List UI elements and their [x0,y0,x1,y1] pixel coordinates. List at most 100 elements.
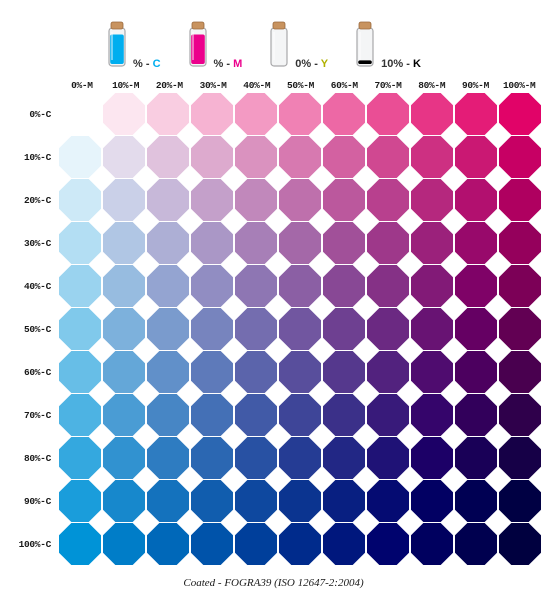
color-swatch [59,93,101,135]
bottle-label-magenta: % - M [214,58,243,70]
color-swatch [323,265,365,307]
col-header: 10%-M [104,80,148,91]
ink-bottle-legend: % - C% - M0% - Y10% - K [6,8,541,70]
color-swatch [455,93,497,135]
color-swatch [279,437,321,479]
color-swatch [455,308,497,350]
color-swatch [323,136,365,178]
color-swatch [147,136,189,178]
color-swatch [411,265,453,307]
color-swatch [499,308,541,350]
swatch-row: 100%-C [6,523,541,565]
swatch-row: 60%-C [6,351,541,393]
color-swatch [103,480,145,522]
color-swatch [279,523,321,565]
swatch-row-cells [59,480,541,522]
color-swatch [411,93,453,135]
color-swatch [235,136,277,178]
color-swatch [455,523,497,565]
bottle-label-black: 10% - K [381,58,421,70]
color-swatch [147,394,189,436]
color-swatch [191,265,233,307]
cyan-bottle-icon [106,20,128,70]
bottle-label-yellow: 0% - Y [295,58,328,70]
color-swatch [279,265,321,307]
color-swatch [191,93,233,135]
profile-footer: Coated - FOGRA39 (ISO 12647-2:2004) [6,577,541,589]
swatch-row: 70%-C [6,394,541,436]
color-swatch [499,179,541,221]
color-swatch [455,265,497,307]
color-swatch [279,480,321,522]
col-header: 30%-M [191,80,235,91]
color-swatch [323,437,365,479]
color-swatch [59,179,101,221]
color-swatch [279,222,321,264]
row-header: 20%-C [6,195,59,206]
color-swatch [323,179,365,221]
color-swatch [147,222,189,264]
color-swatch [367,136,409,178]
color-swatch [367,437,409,479]
color-swatch [499,222,541,264]
col-header: 40%-M [235,80,279,91]
color-swatch [323,523,365,565]
color-swatch [59,437,101,479]
color-swatch [59,480,101,522]
color-swatch [103,222,145,264]
col-header: 60%-M [322,80,366,91]
color-swatch [235,179,277,221]
color-swatch [411,222,453,264]
row-header: 50%-C [6,324,59,335]
row-header: 70%-C [6,410,59,421]
color-swatch [279,351,321,393]
color-swatch [103,523,145,565]
black-bottle-icon [354,20,376,70]
color-swatch [147,308,189,350]
col-header: 50%-M [279,80,323,91]
color-swatch [499,136,541,178]
swatch-row-cells [59,394,541,436]
color-swatch [191,222,233,264]
swatch-row-cells [59,523,541,565]
row-header: 100%-C [6,539,59,550]
color-swatch [323,394,365,436]
color-swatch [59,308,101,350]
swatch-row: 10%-C [6,136,541,178]
color-swatch [455,394,497,436]
color-swatch [235,265,277,307]
color-swatch [279,136,321,178]
color-swatch [411,394,453,436]
color-swatch [411,308,453,350]
swatch-row-cells [59,136,541,178]
color-swatch [499,394,541,436]
color-swatch [323,308,365,350]
column-headers: 0%-M10%-M20%-M30%-M40%-M50%-M60%-M70%-M8… [6,80,541,91]
row-header: 0%-C [6,109,59,120]
color-swatch [235,394,277,436]
swatch-row: 30%-C [6,222,541,264]
color-swatch [147,523,189,565]
row-header: 60%-C [6,367,59,378]
swatch-row-cells [59,93,541,135]
color-swatch [147,480,189,522]
color-swatch [235,351,277,393]
swatch-row-cells [59,265,541,307]
color-swatch [499,351,541,393]
color-swatch [147,351,189,393]
color-swatch [59,265,101,307]
color-swatch [235,437,277,479]
color-swatch [59,222,101,264]
color-swatch [411,351,453,393]
magenta-bottle-icon [187,20,209,70]
color-swatch [59,394,101,436]
col-header: 100%-M [497,80,541,91]
swatch-row-cells [59,222,541,264]
color-swatch [499,93,541,135]
swatch-row-cells [59,351,541,393]
color-swatch [499,523,541,565]
color-swatch [323,222,365,264]
color-swatch [103,308,145,350]
color-swatch [235,523,277,565]
bottle-yellow: 0% - Y [268,20,328,70]
